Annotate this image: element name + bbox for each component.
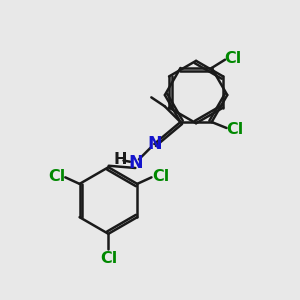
- Text: H: H: [113, 152, 127, 167]
- Text: Cl: Cl: [225, 51, 242, 66]
- Text: Cl: Cl: [152, 169, 169, 184]
- Text: Cl: Cl: [226, 122, 244, 137]
- Text: N: N: [147, 135, 162, 153]
- Text: N: N: [128, 154, 143, 172]
- Text: Cl: Cl: [100, 251, 117, 266]
- Text: Cl: Cl: [48, 169, 65, 184]
